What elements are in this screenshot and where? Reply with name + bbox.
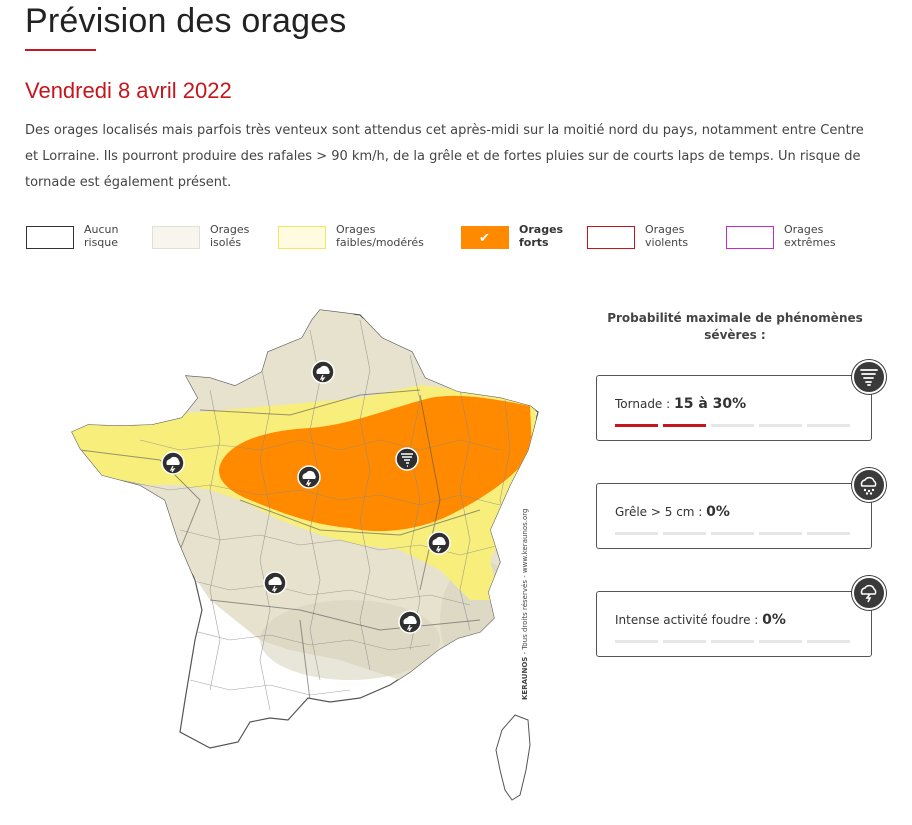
risk-legend: Aucun risque Orages isolés Orages faibles/m… xyxy=(26,223,896,255)
prob-bar-3 xyxy=(711,640,754,643)
prob-bar-3 xyxy=(711,424,754,427)
legend-swatch-extreme xyxy=(726,226,774,249)
prob-bar-4 xyxy=(759,640,802,643)
prob-bar-1 xyxy=(615,532,658,535)
legend-swatch-moderate xyxy=(278,226,326,249)
legend-swatch-isolated xyxy=(152,226,200,249)
card-lightning[interactable]: Intense activité foudre : 0% xyxy=(596,576,886,657)
prob-bar-5 xyxy=(807,424,850,427)
prob-bar-4 xyxy=(759,424,802,427)
legend-swatch-none xyxy=(26,226,74,249)
forecast-description: Des orages localisés mais parfois très v… xyxy=(25,123,864,190)
prob-bar-2 xyxy=(663,532,706,535)
prob-bar-2 xyxy=(663,640,706,643)
legend-label-strong: Orages forts xyxy=(519,223,564,249)
prob-bar-1 xyxy=(615,640,658,643)
legend-swatch-strong: ✔ xyxy=(461,226,509,249)
legend-label-violent: Orages violents xyxy=(645,223,689,249)
map-icon-north[interactable] xyxy=(311,360,335,384)
card-tornado-value: 15 à 30% xyxy=(674,396,747,412)
map-icon-southeast[interactable] xyxy=(398,610,422,634)
tornado-icon xyxy=(852,360,886,394)
corsica xyxy=(495,714,531,801)
zone-strong xyxy=(219,395,532,532)
map-icon-brittany[interactable] xyxy=(161,451,185,475)
prob-bar-2 xyxy=(663,424,706,427)
panel-title: Probabilité maximale de phénomènes sévèr… xyxy=(607,311,863,342)
map-icon-centre[interactable] xyxy=(297,465,321,489)
france-map-svg xyxy=(71,309,539,801)
prob-bar-4 xyxy=(759,532,802,535)
storm-risk-map xyxy=(60,300,550,815)
prob-bar-3 xyxy=(711,532,754,535)
page-title: Prévision des orages xyxy=(25,2,347,40)
card-tornado[interactable]: Tornade : 15 à 30% xyxy=(596,360,886,441)
check-icon: ✔ xyxy=(479,231,490,246)
map-icon-tornado[interactable] xyxy=(395,447,419,471)
card-lightning-text: Intense activité foudre : 0% xyxy=(615,612,786,628)
lightning-icon xyxy=(852,576,886,610)
region-borders xyxy=(79,389,481,701)
card-hail-value: 0% xyxy=(706,504,730,520)
title-underline xyxy=(25,49,96,51)
prob-bar-5 xyxy=(807,640,850,643)
legend-label-none: Aucun risque xyxy=(84,223,119,249)
card-hail[interactable]: Grêle > 5 cm : 0% xyxy=(596,468,886,549)
prob-bar-5 xyxy=(807,532,850,535)
map-icon-east[interactable] xyxy=(427,531,451,555)
card-lightning-value: 0% xyxy=(762,612,786,628)
legend-label-extreme: Orages extrêmes xyxy=(784,223,836,249)
forecast-date: Vendredi 8 avril 2022 xyxy=(25,78,232,103)
legend-swatch-violent xyxy=(587,226,635,249)
legend-label-moderate: Orages faibles/modérés xyxy=(336,223,424,249)
card-hail-text: Grêle > 5 cm : 0% xyxy=(615,504,730,520)
map-icon-southwest[interactable] xyxy=(263,571,287,595)
map-credit: KERAUNOS - Tous droits réservés - www.ke… xyxy=(521,508,529,701)
prob-bar-1 xyxy=(615,424,658,427)
legend-label-isolated: Orages isolés xyxy=(210,223,250,249)
hail-icon xyxy=(852,468,886,502)
card-tornado-text: Tornade : 15 à 30% xyxy=(615,396,747,412)
